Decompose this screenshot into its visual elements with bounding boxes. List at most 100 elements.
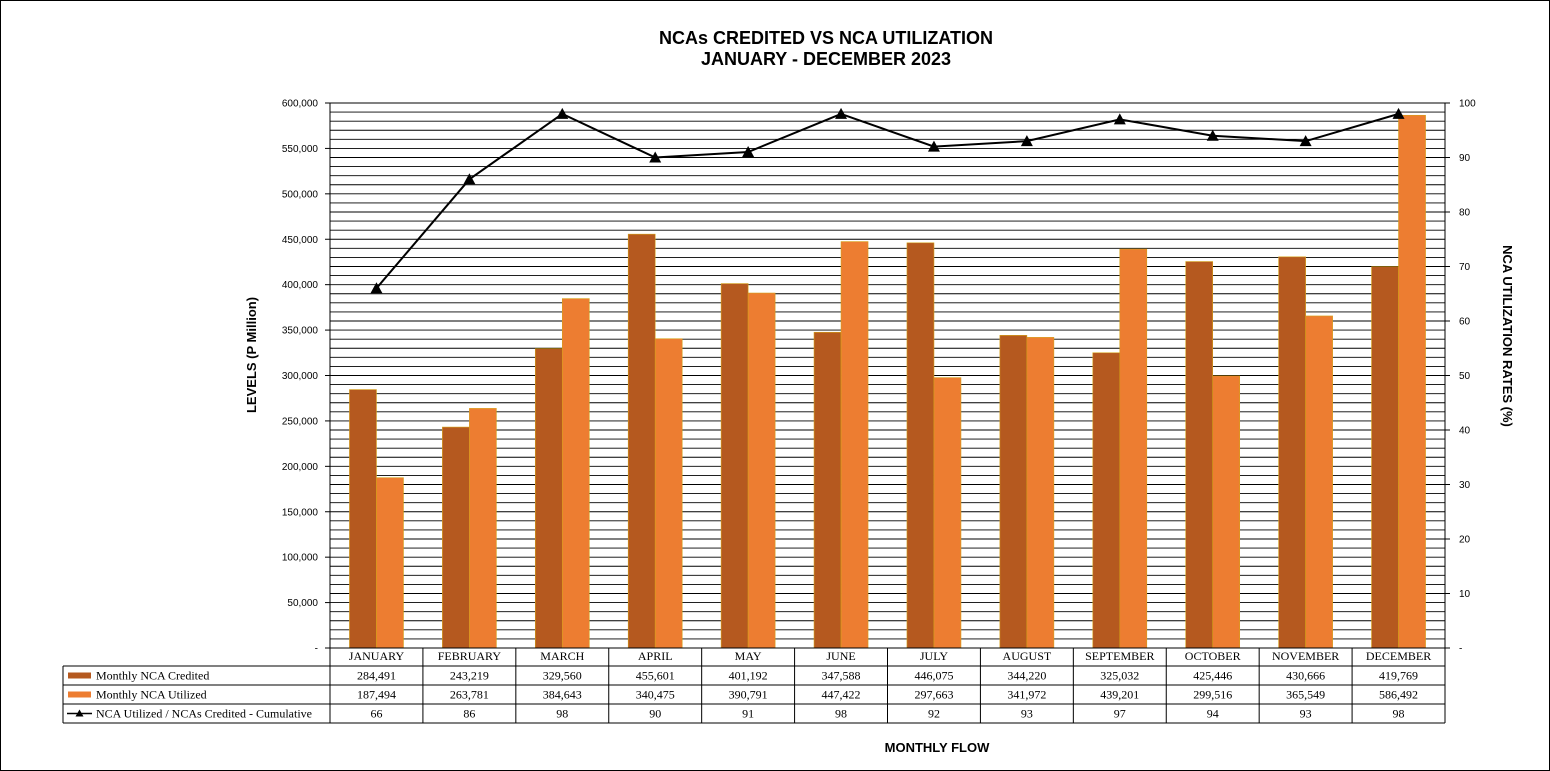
table-cell: 419,769	[1379, 669, 1418, 683]
left-tick-label: 100,000	[282, 553, 319, 564]
bar-utilized	[1305, 315, 1333, 649]
bar-credited	[442, 426, 470, 649]
table-cell: 329,560	[543, 669, 582, 683]
table-cell: 98	[556, 707, 568, 721]
category-label: JULY	[920, 649, 948, 663]
left-tick-label: 550,000	[282, 144, 319, 155]
table-cell: 263,781	[450, 688, 489, 702]
right-tick-label: 30	[1459, 480, 1471, 491]
table-cell: 93	[1021, 707, 1033, 721]
left-tick-label: 400,000	[282, 280, 319, 291]
bars	[349, 114, 1426, 649]
utilization-marker	[1113, 113, 1126, 125]
left-tick-label: 200,000	[282, 462, 319, 473]
utilization-marker	[1392, 107, 1405, 119]
utilization-marker	[370, 282, 383, 294]
bar-utilized	[933, 377, 962, 649]
table-cell: 341,972	[1007, 688, 1046, 702]
utilization-marker	[835, 107, 848, 119]
right-tick-label: -	[1459, 644, 1462, 655]
table-cell: 340,475	[636, 688, 675, 702]
bar-credited	[349, 389, 377, 649]
table-cell: 98	[835, 707, 847, 721]
chart-title-line-2: JANUARY - DECEMBER 2023	[701, 49, 951, 69]
bar-credited	[534, 348, 563, 649]
category-label: NOVEMBER	[1272, 649, 1339, 663]
gridlines	[330, 102, 1445, 640]
left-tick-label: 300,000	[282, 371, 319, 382]
bar-utilized	[376, 477, 404, 649]
right-tick-label: 10	[1459, 589, 1471, 600]
table-cell: 390,791	[729, 688, 768, 702]
table-cell: 91	[742, 707, 754, 721]
bar-credited	[1185, 261, 1214, 649]
table-cell: 401,192	[729, 669, 768, 683]
legend-marker	[75, 709, 84, 717]
category-label: MARCH	[540, 649, 584, 663]
table-cell: 94	[1207, 707, 1219, 721]
left-tick-label: 50,000	[287, 598, 318, 609]
table-cell: 297,663	[914, 688, 953, 702]
bar-utilized	[840, 241, 869, 649]
utilization-marker	[463, 173, 476, 185]
right-tick-label: 20	[1459, 535, 1471, 546]
table-cell: 299,516	[1193, 688, 1232, 702]
x-axis-title: MONTHLY FLOW	[885, 740, 990, 755]
table-cell: 90	[649, 707, 661, 721]
category-label: JUNE	[826, 649, 855, 663]
category-label: SEPTEMBER	[1085, 649, 1154, 663]
table-cell: 243,219	[450, 669, 489, 683]
bar-utilized	[1212, 375, 1241, 649]
bar-utilized	[1026, 337, 1055, 649]
y-axis-left-title: LEVELS (P Million)	[244, 297, 259, 413]
table-cell: 93	[1300, 707, 1312, 721]
table-cell: 347,588	[822, 669, 861, 683]
bar-credited	[1092, 352, 1121, 649]
left-tick-label: 150,000	[282, 507, 319, 518]
table-cell: 97	[1114, 707, 1126, 721]
table-cell: 446,075	[914, 669, 953, 683]
bar-credited	[720, 283, 749, 649]
bar-credited	[813, 331, 842, 649]
legend-label: Monthly NCA Credited	[96, 669, 209, 683]
table-cell: 187,494	[357, 688, 396, 702]
table-cell: 439,201	[1100, 688, 1139, 702]
bar-credited	[1371, 266, 1399, 649]
right-tick-label: 60	[1459, 317, 1471, 328]
bar-utilized	[1119, 248, 1148, 649]
utilization-marker	[1299, 135, 1312, 147]
table-cell: 455,601	[636, 669, 675, 683]
table-cell: 586,492	[1379, 688, 1418, 702]
left-tick-label: -	[315, 644, 318, 655]
utilization-polyline	[375, 112, 1399, 289]
right-tick-label: 80	[1459, 208, 1471, 219]
table-cell: 325,032	[1100, 669, 1139, 683]
category-label: OCTOBER	[1185, 649, 1241, 663]
bar-utilized	[1398, 114, 1426, 649]
utilization-marker	[649, 151, 662, 163]
table-cell: 66	[370, 707, 382, 721]
bar-utilized	[747, 292, 776, 649]
legend-label: NCA Utilized / NCAs Credited - Cumulativ…	[96, 707, 312, 721]
utilization-marker	[742, 146, 755, 158]
left-tick-label: 500,000	[282, 189, 319, 200]
category-label: MAY	[735, 649, 762, 663]
table-cell: 430,666	[1286, 669, 1325, 683]
table-cell: 92	[928, 707, 940, 721]
category-label: FEBRUARY	[438, 649, 502, 663]
category-label: AUGUST	[1003, 649, 1052, 663]
axis-ticks: - 50,000 100,000 150,000 200,000 250,000 300,0…	[282, 99, 1476, 655]
table-cell: 284,491	[357, 669, 396, 683]
category-label: APRIL	[638, 649, 673, 663]
left-tick-label: 450,000	[282, 235, 319, 246]
bar-credited	[1278, 256, 1306, 649]
chart-title-line-1: NCAs CREDITED VS NCA UTILIZATION	[659, 28, 993, 48]
table-cell: 344,220	[1007, 669, 1046, 683]
y-axis-right-title: NCA UTILIZATION RATES (%)	[1500, 245, 1515, 427]
utilization-marker	[556, 107, 569, 119]
left-tick-label: 350,000	[282, 326, 319, 337]
left-tick-label: 600,000	[282, 99, 319, 110]
legend-swatch	[68, 691, 91, 698]
category-label: JANUARY	[349, 649, 405, 663]
legend-swatch	[68, 672, 91, 679]
